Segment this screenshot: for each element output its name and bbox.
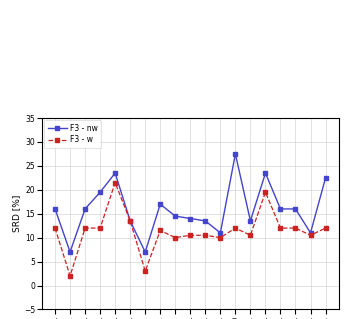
F3 - nw [248,219,253,223]
F3 - nw [263,171,267,175]
F3 - nw [218,231,222,235]
F3 - nw [203,219,207,223]
F3 - nw [308,231,312,235]
F3 - nw [98,190,102,194]
F3 - nw [293,207,298,211]
F3 - nw [68,250,72,254]
F3 - nw [83,207,87,211]
F3 - nw [233,152,237,156]
F3 - w [98,226,102,230]
F3 - w [68,274,72,278]
F3 - w [308,234,312,237]
F3 - w [53,226,57,230]
F3 - w [113,181,117,184]
F3 - w [263,190,267,194]
F3 - w [128,219,132,223]
F3 - w [233,226,237,230]
Y-axis label: SRD [%]: SRD [%] [12,195,21,233]
F3 - nw [53,207,57,211]
F3 - w [173,236,177,240]
Line: F3 - w: F3 - w [53,180,328,278]
F3 - nw [158,202,162,206]
F3 - nw [188,217,192,220]
F3 - nw [324,176,328,180]
F3 - w [143,269,147,273]
F3 - w [248,234,253,237]
F3 - nw [113,171,117,175]
F3 - w [324,226,328,230]
F3 - nw [173,214,177,218]
F3 - nw [279,207,283,211]
F3 - nw [143,250,147,254]
F3 - w [293,226,298,230]
Line: F3 - nw: F3 - nw [53,152,328,255]
F3 - w [83,226,87,230]
F3 - w [158,228,162,232]
Legend: F3 - nw, F3 - w: F3 - nw, F3 - w [44,120,101,148]
F3 - w [218,236,222,240]
F3 - w [279,226,283,230]
F3 - w [188,234,192,237]
F3 - w [203,234,207,237]
F3 - nw [128,219,132,223]
